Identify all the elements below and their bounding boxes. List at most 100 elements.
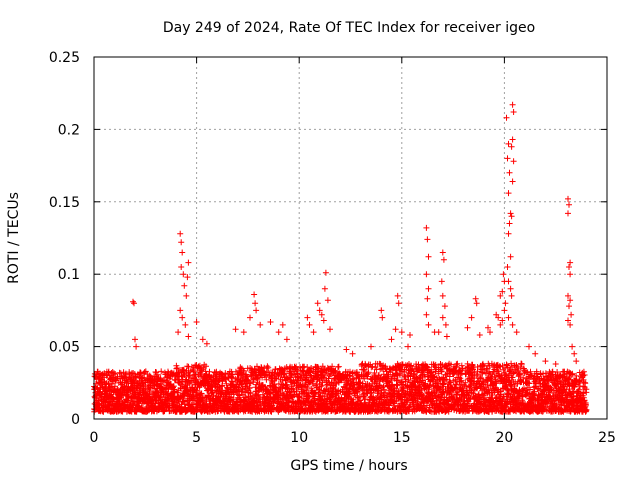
data-point: [229, 371, 236, 378]
data-point: [196, 362, 203, 369]
data-point: [198, 390, 205, 397]
data-point: [362, 362, 369, 369]
data-point: [423, 311, 430, 318]
data-point: [542, 358, 549, 365]
data-point: [252, 367, 259, 374]
data-point: [223, 380, 230, 387]
data-point: [526, 380, 533, 387]
data-point: [405, 343, 411, 350]
data-point: [320, 317, 327, 324]
data-point: [499, 288, 506, 295]
data-point: [269, 406, 276, 413]
data-point: [474, 385, 480, 392]
x-axis-label: GPS time / hours: [290, 458, 407, 474]
data-point: [507, 210, 514, 217]
data-point: [361, 366, 368, 373]
data-point: [178, 239, 185, 246]
data-point: [97, 376, 104, 382]
data-point: [171, 389, 178, 395]
data-point: [533, 374, 540, 381]
data-point: [509, 178, 516, 185]
data-point: [492, 376, 499, 383]
data-point: [504, 386, 510, 393]
data-point: [499, 397, 506, 404]
data-point: [502, 300, 509, 307]
data-point: [371, 370, 378, 376]
data-point: [395, 300, 402, 307]
data-point: [580, 368, 587, 375]
y-tick-label: 0.2: [58, 122, 80, 138]
data-point: [405, 377, 412, 383]
data-point: [304, 314, 311, 321]
data-point: [583, 407, 590, 414]
data-point: [398, 329, 405, 336]
x-tick-label: 10: [290, 430, 308, 446]
data-point: [423, 224, 430, 231]
data-point: [296, 394, 303, 401]
data-point: [479, 370, 486, 377]
data-point: [257, 401, 264, 408]
data-point: [567, 321, 574, 328]
data-point: [185, 259, 192, 266]
data-point: [569, 343, 576, 350]
data-point: [521, 368, 528, 375]
y-tick-label: 0.1: [58, 267, 80, 283]
data-point: [571, 350, 578, 357]
data-point: [349, 350, 356, 357]
data-point: [422, 373, 428, 380]
data-point: [547, 394, 554, 401]
data-points-layer: [91, 101, 590, 415]
data-point: [178, 264, 185, 270]
data-point: [465, 392, 472, 399]
data-point: [565, 210, 571, 217]
data-point: [246, 384, 253, 391]
data-point: [459, 365, 466, 372]
data-point: [202, 400, 209, 407]
data-point: [505, 140, 512, 147]
data-point: [335, 363, 342, 370]
data-point: [400, 385, 407, 392]
data-point: [382, 389, 389, 396]
data-point: [402, 378, 409, 385]
data-point: [565, 375, 572, 382]
data-point: [251, 291, 258, 298]
data-point: [447, 367, 453, 374]
data-point: [252, 300, 259, 307]
data-point: [566, 303, 572, 310]
y-tick-label: 0: [71, 412, 80, 428]
data-point: [440, 256, 447, 263]
data-point: [508, 143, 515, 150]
data-point: [253, 307, 260, 314]
data-point: [513, 329, 520, 336]
data-point: [565, 195, 571, 202]
data-point: [254, 363, 260, 370]
data-point: [111, 370, 117, 377]
data-point: [417, 404, 424, 411]
data-point: [488, 375, 495, 381]
data-point: [181, 282, 188, 289]
data-point: [505, 278, 512, 285]
data-point: [257, 321, 264, 328]
data-point: [349, 376, 356, 383]
data-point: [185, 333, 192, 340]
data-point: [332, 367, 339, 374]
data-point: [306, 394, 313, 401]
y-tick-label: 0.15: [49, 195, 80, 211]
data-point: [400, 381, 407, 388]
data-point: [266, 390, 273, 397]
data-point: [203, 363, 209, 370]
data-point: [131, 300, 137, 307]
data-point: [526, 343, 532, 350]
data-point: [438, 278, 445, 285]
data-point: [509, 136, 516, 143]
data-point: [316, 307, 323, 314]
data-point: [390, 392, 397, 399]
data-point: [271, 381, 278, 388]
data-point: [327, 326, 333, 333]
data-point: [509, 321, 516, 328]
grid-layer: [94, 57, 607, 419]
data-point: [193, 319, 200, 325]
data-point: [527, 368, 534, 375]
data-point: [506, 220, 513, 227]
data-point: [566, 264, 572, 270]
